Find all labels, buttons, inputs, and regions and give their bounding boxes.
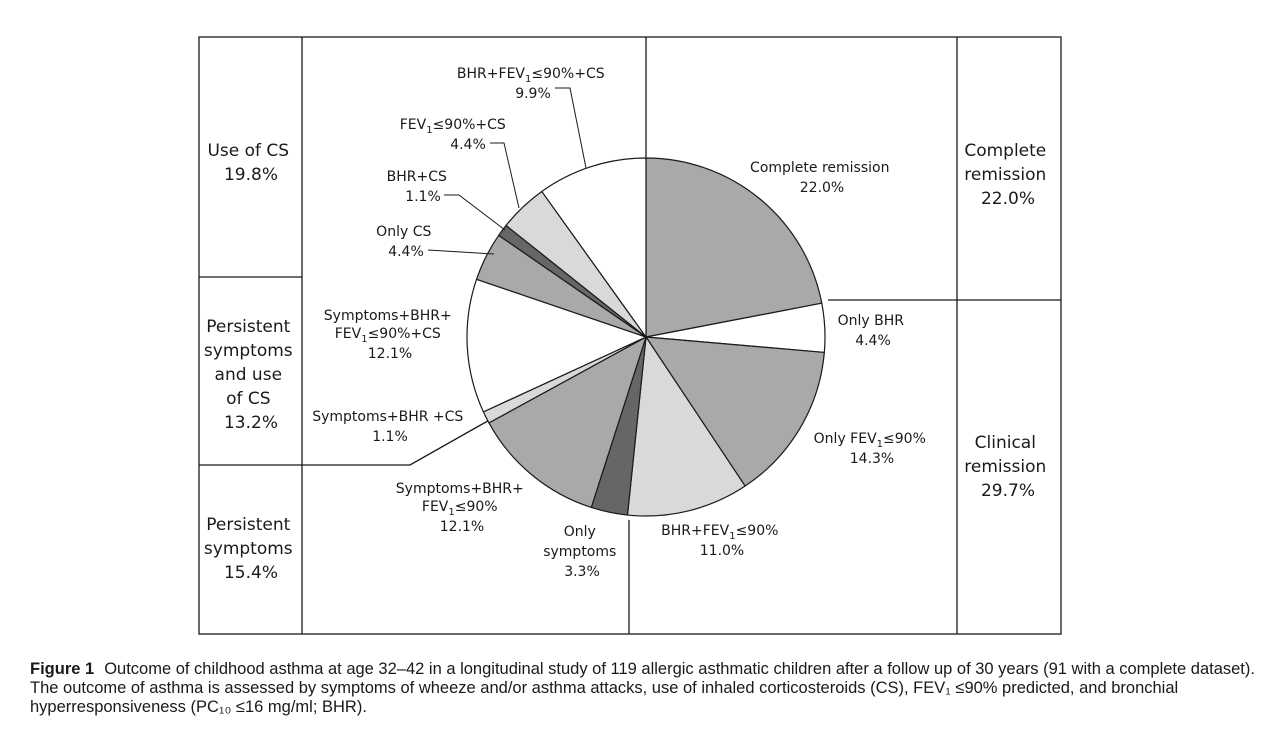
pie-slice-11 bbox=[541, 157, 647, 338]
group-labels: Use of CS 19.8% Persistent symptoms and … bbox=[204, 141, 1051, 583]
label-sym-bhr-fev-cs-value: 12.1% bbox=[368, 346, 412, 362]
pie-slice-3 bbox=[626, 336, 746, 517]
figure-grid bbox=[198, 36, 1062, 635]
label-only-symptoms-value: 3.3% bbox=[564, 564, 600, 580]
label-only-bhr: Only BHR 4.4% bbox=[838, 313, 909, 349]
group-persistent-cs-line4: of CS bbox=[226, 389, 270, 409]
group-use-cs: Use of CS 19.8% bbox=[207, 141, 294, 185]
group-clinical-line1: Clinical bbox=[975, 433, 1036, 453]
group-clinical-value: 29.7% bbox=[981, 481, 1035, 501]
label-only-fev-value: 14.3% bbox=[850, 451, 894, 467]
group-persistent-cs-line1: Persistent bbox=[206, 317, 290, 337]
label-only-fev-name: Only FEV1≤90% bbox=[814, 431, 926, 450]
leader-lines bbox=[427, 87, 587, 255]
label-complete-remission: Complete remission 22.0% bbox=[750, 160, 894, 196]
label-only-cs-value: 4.4% bbox=[388, 244, 424, 260]
group-complete-remission: Complete remission 22.0% bbox=[964, 141, 1051, 209]
label-bhr-fev: BHR+FEV1≤90% 11.0% bbox=[661, 523, 783, 559]
leader-bhr-fev-cs bbox=[555, 87, 587, 169]
label-sym-bhr-fev-value: 12.1% bbox=[440, 519, 484, 535]
group-complete-line2: remission bbox=[964, 165, 1046, 185]
label-fev-cs-name: FEV1≤90%+CS bbox=[400, 117, 506, 136]
figure-caption: Figure 1 Outcome of childhood asthma at a… bbox=[30, 660, 1255, 717]
group-clinical-line2: remission bbox=[964, 457, 1046, 477]
label-only-bhr-name: Only BHR bbox=[838, 313, 905, 329]
label-fev-cs: FEV1≤90%+CS 4.4% bbox=[400, 117, 511, 153]
label-only-fev: Only FEV1≤90% 14.3% bbox=[814, 431, 931, 467]
label-bhr-fev-cs-name: BHR+FEV1≤90%+CS bbox=[457, 66, 605, 85]
label-sym-bhr-fev-cs: Symptoms+BHR+ FEV1≤90%+CS 12.1% bbox=[324, 308, 456, 362]
label-sym-bhr-cs-value: 1.1% bbox=[372, 429, 408, 445]
group-persistent-value: 15.4% bbox=[224, 563, 278, 583]
label-sym-bhr-cs: Symptoms+BHR +CS 1.1% bbox=[312, 409, 468, 445]
label-bhr-cs-name: BHR+CS bbox=[387, 169, 447, 185]
label-bhr-cs: BHR+CS 1.1% bbox=[387, 169, 452, 205]
leader-fev-cs bbox=[490, 142, 520, 209]
pie-slices bbox=[466, 157, 826, 517]
label-bhr-fev-name: BHR+FEV1≤90% bbox=[661, 523, 778, 542]
caption-label: Figure 1 bbox=[30, 660, 95, 678]
pie-slice-5 bbox=[488, 336, 647, 509]
pie-slice-0 bbox=[645, 157, 823, 338]
label-only-bhr-value: 4.4% bbox=[855, 333, 891, 349]
label-bhr-fev-cs-value: 9.9% bbox=[515, 86, 551, 102]
label-sym-bhr-fev: Symptoms+BHR+ FEV1≤90% 12.1% bbox=[396, 481, 528, 535]
label-sym-bhr-fev-cs-name2: FEV1≤90%+CS bbox=[335, 326, 441, 345]
label-only-symptoms-line1: Only bbox=[564, 524, 596, 540]
leader-bhr-cs bbox=[444, 194, 506, 231]
leader-only-cs bbox=[427, 249, 495, 255]
group-persistent-line1: Persistent bbox=[206, 515, 290, 535]
slice-labels: BHR+FEV1≤90%+CS 9.9% FEV1≤90%+CS 4.4% BH… bbox=[312, 66, 931, 580]
group-persistent-cs-value: 13.2% bbox=[224, 413, 278, 433]
group-persistent-cs-line3: and use bbox=[215, 365, 282, 385]
group-use-cs-name: Use of CS bbox=[207, 141, 289, 161]
label-only-cs: Only CS 4.4% bbox=[376, 224, 436, 260]
label-bhr-fev-cs: BHR+FEV1≤90%+CS 9.9% bbox=[457, 66, 609, 102]
figure-frame bbox=[198, 36, 1062, 635]
label-sym-bhr-fev-name2: FEV1≤90% bbox=[422, 499, 498, 518]
group-persistent-cs-line2: symptoms bbox=[204, 341, 293, 361]
label-only-symptoms: Only symptoms 3.3% bbox=[543, 524, 621, 580]
group-clinical-remission: Clinical remission 29.7% bbox=[964, 433, 1051, 501]
pie-slice-2 bbox=[645, 336, 825, 487]
pie-slice-7 bbox=[466, 278, 647, 413]
group-complete-line1: Complete bbox=[964, 141, 1046, 161]
divider-left-pointer bbox=[302, 417, 494, 466]
group-use-cs-value: 19.8% bbox=[224, 165, 278, 185]
group-persistent-line2: symptoms bbox=[204, 539, 293, 559]
caption-text: Outcome of childhood asthma at age 32–42… bbox=[30, 660, 1255, 716]
group-complete-value: 22.0% bbox=[981, 189, 1035, 209]
outcome-figure: Use of CS 19.8% Persistent symptoms and … bbox=[198, 36, 1062, 635]
label-bhr-fev-value: 11.0% bbox=[700, 543, 744, 559]
label-only-symptoms-line2: symptoms bbox=[543, 544, 616, 560]
label-fev-cs-value: 4.4% bbox=[450, 137, 486, 153]
label-complete-remission-name: Complete remission bbox=[750, 160, 889, 176]
group-persistent-cs: Persistent symptoms and use of CS 13.2% bbox=[204, 317, 298, 433]
label-bhr-cs-value: 1.1% bbox=[405, 189, 441, 205]
group-persistent: Persistent symptoms 15.4% bbox=[204, 515, 298, 583]
label-complete-remission-value: 22.0% bbox=[800, 180, 844, 196]
label-only-cs-name: Only CS bbox=[376, 224, 431, 240]
label-sym-bhr-cs-name: Symptoms+BHR +CS bbox=[312, 409, 463, 425]
label-sym-bhr-fev-name1: Symptoms+BHR+ bbox=[396, 481, 524, 497]
label-sym-bhr-fev-cs-name1: Symptoms+BHR+ bbox=[324, 308, 452, 324]
